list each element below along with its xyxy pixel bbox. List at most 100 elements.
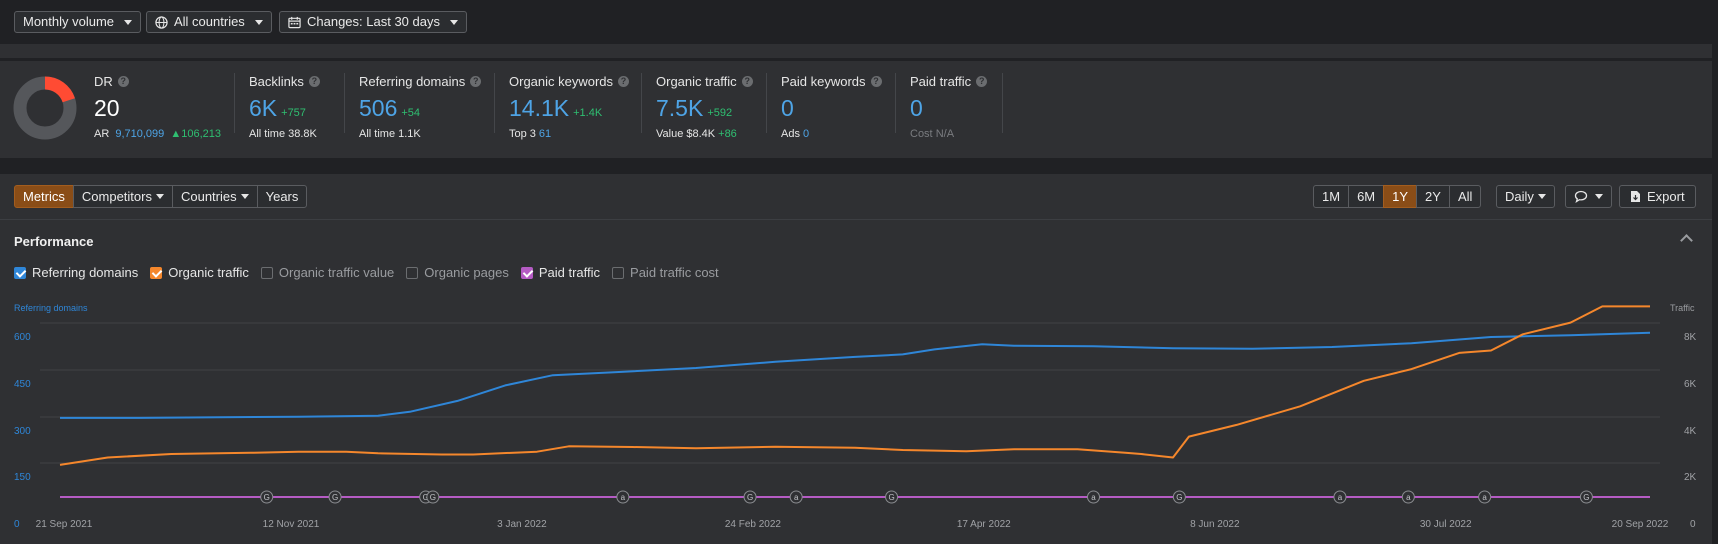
range-all[interactable]: All (1448, 185, 1482, 208)
interval-group: Daily (1496, 185, 1555, 208)
checkbox-icon[interactable] (150, 266, 163, 279)
export-label: Export (1647, 189, 1685, 204)
help-icon[interactable]: ? (308, 76, 320, 87)
divider (641, 73, 642, 133)
organic-traffic-value[interactable]: 7.5K (656, 95, 704, 121)
x-tick-label: 3 Jan 2022 (497, 519, 547, 530)
legend-paid-traffic[interactable]: Paid traffic (520, 265, 600, 280)
series-line-organic-traffic[interactable] (59, 305, 1650, 466)
annotations-dropdown[interactable] (1565, 185, 1612, 208)
left-axis-title: Referring domains (14, 303, 88, 313)
tab-countries-label: Countries (180, 189, 237, 204)
country-dropdown[interactable]: All countries (146, 11, 272, 33)
google-update-marker[interactable]: G (426, 490, 440, 504)
changes-period-label: Changes: Last 30 days (307, 14, 440, 29)
performance-panel (0, 174, 1712, 544)
paid-traffic-stat: Paid traffic? 0 Cost N/A (910, 74, 988, 140)
checkbox-icon[interactable] (406, 266, 419, 279)
checkbox-icon[interactable] (612, 266, 625, 279)
changes-period-dropdown[interactable]: Changes: Last 30 days (279, 11, 467, 33)
help-icon[interactable]: ? (741, 76, 753, 87)
x-tick-label: 12 Nov 2021 (262, 519, 320, 530)
divider (344, 73, 345, 133)
top-strip (0, 44, 1712, 58)
view-tabs: Metrics Competitors Countries Years (14, 185, 308, 208)
divider (234, 73, 235, 133)
google-update-marker[interactable]: G (1172, 490, 1186, 504)
google-update-marker[interactable]: G (743, 490, 757, 504)
help-icon[interactable]: ? (117, 76, 129, 87)
interval-dropdown[interactable]: Daily (1496, 185, 1555, 208)
left-tick: 0 (14, 519, 20, 530)
organic-keywords-value[interactable]: 14.1K (509, 95, 570, 121)
help-icon[interactable]: ? (470, 76, 482, 87)
filter-bar: Monthly volume All countries Changes: La… (0, 0, 1718, 44)
x-tick-label: 21 Sep 2021 (35, 519, 93, 530)
svg-text:G: G (332, 493, 338, 502)
export-group: Export (1619, 185, 1696, 208)
cost-label: Cost (910, 128, 933, 140)
annotations-group (1565, 185, 1612, 208)
paid-traffic-value[interactable]: 0 (910, 95, 923, 121)
paid-keywords-label: Paid keywords (781, 74, 866, 89)
export-icon (1631, 191, 1640, 202)
help-icon[interactable]: ? (870, 76, 882, 87)
referring-domains-value[interactable]: 506 (359, 95, 398, 121)
referring-domains-label: Referring domains (359, 74, 466, 89)
paid-keywords-value[interactable]: 0 (781, 95, 794, 121)
legend-label: Organic traffic value (278, 265, 395, 280)
dr-stat: DR? 20 AR 9,710,099 ▲106,213 (94, 74, 221, 140)
right-tick: 0 (1690, 519, 1696, 530)
x-tick-label: 8 Jun 2022 (1190, 519, 1240, 530)
range-1m[interactable]: 1M (1313, 185, 1350, 208)
dr-label: DR (94, 74, 113, 89)
left-tick: 600 (14, 332, 31, 343)
ads-value[interactable]: 0 (802, 128, 810, 140)
legend-organic-traffic[interactable]: Organic traffic (150, 265, 249, 280)
divider (1002, 73, 1003, 133)
google-update-marker[interactable]: G (1579, 490, 1593, 504)
legend-organic-traffic-value[interactable]: Organic traffic value (260, 265, 395, 280)
organic-keywords-label: Organic keywords (509, 74, 614, 89)
google-update-marker[interactable]: G (260, 490, 274, 504)
backlinks-stat: Backlinks? 6K +757 All time 38.8K (249, 74, 320, 140)
help-icon[interactable]: ? (618, 76, 630, 87)
right-tick: 4K (1684, 426, 1697, 437)
annotation-marker[interactable]: a (1401, 490, 1415, 504)
annotation-marker[interactable]: a (616, 490, 630, 504)
checkbox-icon[interactable] (260, 266, 273, 279)
divider (895, 73, 896, 133)
google-update-marker[interactable]: G (885, 490, 899, 504)
export-button[interactable]: Export (1619, 185, 1696, 208)
legend-referring-domains[interactable]: Referring domains (14, 265, 138, 280)
legend-label: Paid traffic cost (630, 265, 719, 280)
legend-label: Organic pages (424, 265, 509, 280)
left-tick: 300 (14, 426, 31, 437)
help-icon[interactable]: ? (976, 76, 988, 87)
top3-value[interactable]: 61 (538, 128, 552, 140)
svg-text:G: G (264, 493, 270, 502)
backlinks-alltime-label: All time (249, 128, 286, 140)
legend-paid-traffic-cost[interactable]: Paid traffic cost (612, 265, 719, 280)
organic-traffic-stat: Organic traffic? 7.5K +592 Value $8.4K +86 (656, 74, 753, 140)
legend-organic-pages[interactable]: Organic pages (406, 265, 509, 280)
annotation-marker[interactable]: a (789, 490, 803, 504)
google-update-marker[interactable]: G (328, 490, 342, 504)
backlinks-value[interactable]: 6K (249, 95, 278, 121)
checkbox-icon[interactable] (14, 266, 26, 279)
volume-mode-dropdown[interactable]: Monthly volume (14, 11, 142, 33)
series-line-referring-domains[interactable] (60, 331, 1651, 419)
left-tick: 150 (14, 472, 31, 483)
ar-value[interactable]: 9,710,099 (115, 128, 165, 140)
annotation-marker[interactable]: a (1087, 490, 1100, 504)
annotation-marker[interactable]: a (1333, 490, 1347, 504)
tab-competitors[interactable]: Competitors (72, 185, 173, 208)
tab-years[interactable]: Years (256, 185, 308, 208)
referring-domains-alltime-label: All time (359, 128, 396, 140)
calendar-icon (288, 16, 301, 28)
annotation-marker[interactable]: a (1478, 490, 1492, 504)
tab-countries[interactable]: Countries (171, 185, 258, 208)
svg-text:a: a (794, 493, 799, 502)
checkbox-icon[interactable] (520, 266, 533, 279)
